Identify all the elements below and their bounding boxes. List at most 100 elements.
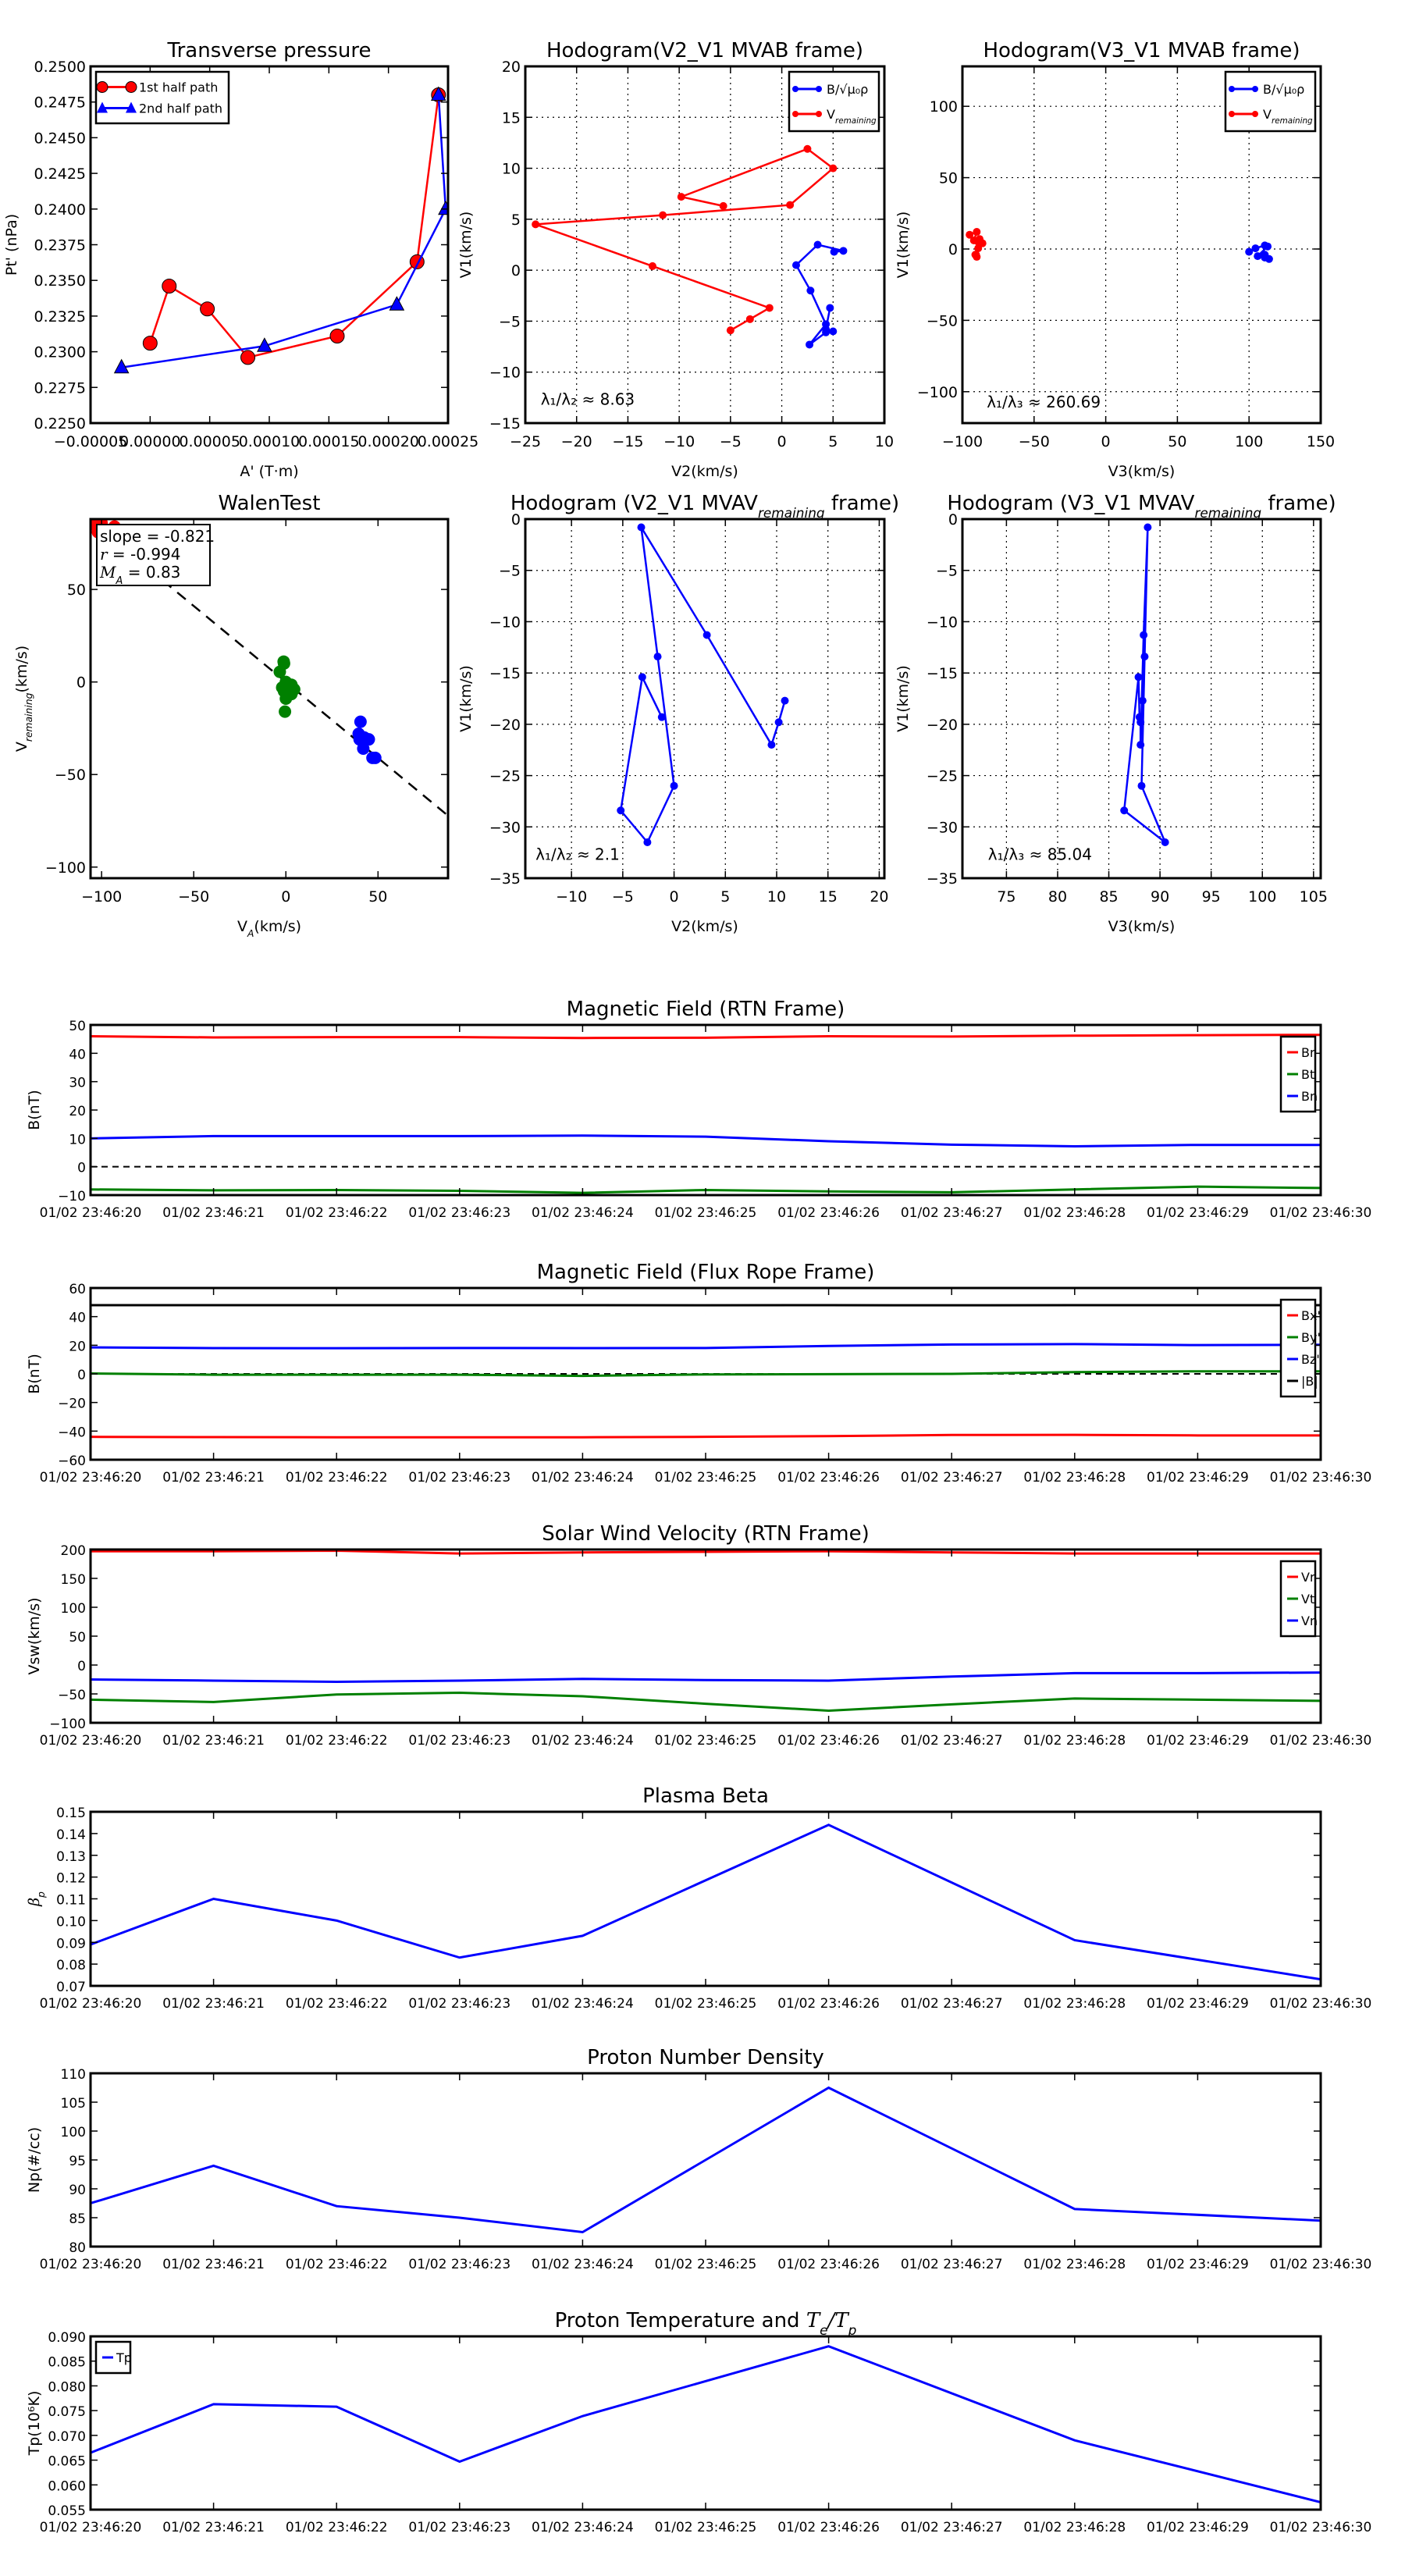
data-point [806, 286, 815, 295]
x-tick-label: 01/02 23:46:23 [408, 2520, 510, 2535]
series-line-1 [535, 148, 835, 332]
series-line-1 [91, 1692, 1321, 1712]
x-tick-label: 01/02 23:46:23 [408, 1733, 510, 1749]
data-point [974, 244, 983, 253]
x-tick-label: 01/02 23:46:20 [40, 1470, 142, 1485]
data-point [273, 665, 286, 678]
y-tick-label: 40 [69, 1311, 86, 1326]
legend: Tp [94, 2340, 132, 2375]
plot-area [91, 2086, 1321, 2234]
y-tick-label: 0 [77, 1368, 86, 1383]
series-line-0 [91, 2086, 1321, 2234]
x-tick-label: 15 [819, 888, 838, 906]
x-tick-label: 01/02 23:46:21 [162, 2257, 265, 2272]
y-axis-label: V1(km/s) [895, 665, 912, 732]
x-tick-label: 01/02 23:46:22 [286, 1733, 388, 1749]
y-tick-label: 0.2400 [34, 201, 86, 219]
chart-title: Proton Temperature and Te/Tp [555, 2309, 857, 2338]
x-tick-label: 01/02 23:46:22 [286, 1470, 388, 1485]
y-tick-label: −20 [58, 1397, 86, 1412]
text-part: frame) [825, 492, 900, 515]
chart-hodogram-v2-v1-mvab: −25 −20 −15 −10 −5 0 5 10 −15 −10 −5 0 5 10 15 20 Hodogr… [457, 39, 894, 480]
legend-item: B/√μ₀ρ [1229, 82, 1304, 97]
stats-box [96, 524, 211, 586]
data-point [702, 631, 711, 639]
axes-frame [524, 65, 886, 425]
x-tick-label: −10 [663, 433, 695, 450]
plot-area [91, 1550, 1321, 1712]
legend-label: |B| [1301, 1374, 1318, 1389]
data-point [774, 718, 783, 727]
x-tick-label: 01/02 23:46:30 [1270, 1205, 1372, 1221]
data-point [973, 228, 981, 237]
y-tick-label: 95 [69, 2154, 86, 2169]
text-part: V [1263, 107, 1272, 122]
data-point [257, 337, 272, 352]
data-point [803, 144, 812, 153]
series-line-1 [91, 1370, 1321, 1378]
y-tick-label: −20 [489, 717, 521, 734]
y-tick-label: 0.090 [48, 2330, 86, 2346]
legend: Br Bt Bn [1279, 1035, 1318, 1113]
data-point [362, 733, 375, 746]
x-tick-label: 01/02 23:46:30 [1270, 1733, 1372, 1749]
x-tick-label: 10 [875, 433, 894, 450]
legend-marker [125, 81, 137, 93]
legend-label: B/√μ₀ρ [827, 82, 868, 97]
legend-item: Vn [1287, 1614, 1318, 1628]
legend-item: 2nd half path [97, 101, 222, 116]
data-point [638, 673, 646, 681]
data-point [670, 781, 678, 790]
text-part: A [247, 928, 254, 939]
legend-item: |B| [1287, 1374, 1318, 1389]
x-tick-label: 150 [1307, 433, 1335, 450]
x-tick-label: 01/02 23:46:28 [1023, 1733, 1126, 1749]
x-tick-label: 75 [997, 888, 1016, 906]
text-part: M [99, 563, 116, 582]
y-tick-label: 0.060 [48, 2478, 86, 2494]
legend-marker [816, 86, 822, 92]
text-part: Tp( [26, 2431, 43, 2456]
x-tick-label: 01/02 23:46:29 [1147, 1733, 1249, 1749]
y-tick-label: 0.10 [56, 1914, 86, 1930]
y-tick-label: 5 [511, 212, 521, 229]
y-tick-label: 200 [61, 1543, 86, 1559]
series-line-0 [1122, 527, 1168, 845]
y-axis-label: V1(km/s) [895, 212, 912, 279]
data-point [368, 751, 382, 764]
x-tick-label: 01/02 23:46:27 [901, 2520, 1003, 2535]
y-tick-label: 0.12 [56, 1871, 86, 1887]
chart-walen-test: −100 −50 0 50−100−50050WalenTestVA(km/s)Vre… [13, 492, 450, 939]
y-tick-label: −5 [499, 563, 521, 580]
y-tick-label: 0.2325 [34, 308, 86, 326]
data-point [279, 692, 293, 705]
data-point [279, 705, 292, 718]
legend-marker [1229, 86, 1235, 92]
legend-label: Bn [1301, 1089, 1318, 1104]
y-tick-label: 0 [77, 1659, 86, 1674]
y-tick-label: −25 [489, 768, 521, 785]
data-point [781, 696, 789, 705]
y-tick-label: −10 [58, 1189, 86, 1204]
y-tick-label: 50 [67, 582, 86, 599]
y-tick-label: 50 [69, 1019, 86, 1034]
x-tick-label: 01/02 23:46:30 [1270, 1996, 1372, 2012]
x-tick-label: −25 [510, 433, 541, 450]
x-tick-label: 0.00005 [179, 433, 240, 450]
x-tick-label: 01/02 23:46:24 [532, 1470, 634, 1485]
data-point [240, 350, 256, 365]
legend-marker [792, 111, 799, 117]
legend-label: B/√μ₀ρ [1263, 82, 1304, 97]
x-tick-label: 0 [670, 888, 679, 906]
y-tick-label: 50 [939, 170, 958, 187]
x-tick-label: 01/02 23:46:30 [1270, 2257, 1372, 2272]
legend-item: Tp [102, 2350, 132, 2365]
y-tick-label: 100 [61, 2125, 86, 2140]
x-tick-label: 20 [870, 888, 888, 906]
chart-proton-number-density: 01/02 23:46:20 01/02 23:46:21 01/02 23:46:… [26, 2046, 1371, 2272]
data-point [1140, 653, 1149, 661]
data-point [765, 304, 774, 312]
y-tick-label: 0.14 [56, 1827, 86, 1843]
chart-plasma-beta: 01/02 23:46:20 01/02 23:46:21 01/02 23:46:… [26, 1784, 1371, 2012]
legend-item: Vremaining [792, 107, 877, 126]
